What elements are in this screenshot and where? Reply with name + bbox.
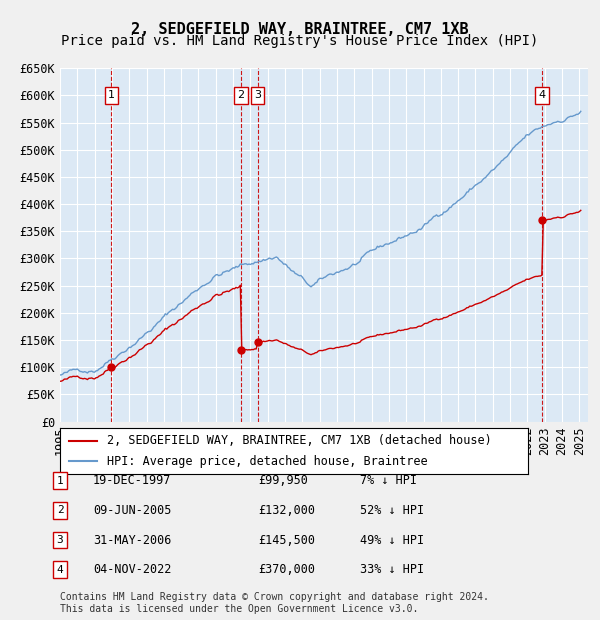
Text: 4: 4 — [538, 91, 545, 100]
Text: 19-DEC-1997: 19-DEC-1997 — [93, 474, 172, 487]
Text: 31-MAY-2006: 31-MAY-2006 — [93, 534, 172, 546]
Text: HPI: Average price, detached house, Braintree: HPI: Average price, detached house, Brai… — [107, 455, 427, 467]
Text: 7% ↓ HPI: 7% ↓ HPI — [360, 474, 417, 487]
Text: £132,000: £132,000 — [258, 504, 315, 516]
Text: Price paid vs. HM Land Registry's House Price Index (HPI): Price paid vs. HM Land Registry's House … — [61, 34, 539, 48]
Text: 2: 2 — [237, 91, 244, 100]
Text: £99,950: £99,950 — [258, 474, 308, 487]
Text: 49% ↓ HPI: 49% ↓ HPI — [360, 534, 424, 546]
Text: 2, SEDGEFIELD WAY, BRAINTREE, CM7 1XB: 2, SEDGEFIELD WAY, BRAINTREE, CM7 1XB — [131, 22, 469, 37]
Text: Contains HM Land Registry data © Crown copyright and database right 2024.
This d: Contains HM Land Registry data © Crown c… — [60, 592, 489, 614]
Text: 52% ↓ HPI: 52% ↓ HPI — [360, 504, 424, 516]
Text: 2: 2 — [56, 505, 64, 515]
Text: 1: 1 — [108, 91, 115, 100]
Text: 09-JUN-2005: 09-JUN-2005 — [93, 504, 172, 516]
Text: 3: 3 — [254, 91, 261, 100]
Text: £145,500: £145,500 — [258, 534, 315, 546]
Text: 04-NOV-2022: 04-NOV-2022 — [93, 564, 172, 576]
Text: 3: 3 — [56, 535, 64, 545]
Text: 33% ↓ HPI: 33% ↓ HPI — [360, 564, 424, 576]
Text: 1: 1 — [56, 476, 64, 485]
Text: £370,000: £370,000 — [258, 564, 315, 576]
Text: 4: 4 — [56, 565, 64, 575]
Text: 2, SEDGEFIELD WAY, BRAINTREE, CM7 1XB (detached house): 2, SEDGEFIELD WAY, BRAINTREE, CM7 1XB (d… — [107, 435, 491, 447]
